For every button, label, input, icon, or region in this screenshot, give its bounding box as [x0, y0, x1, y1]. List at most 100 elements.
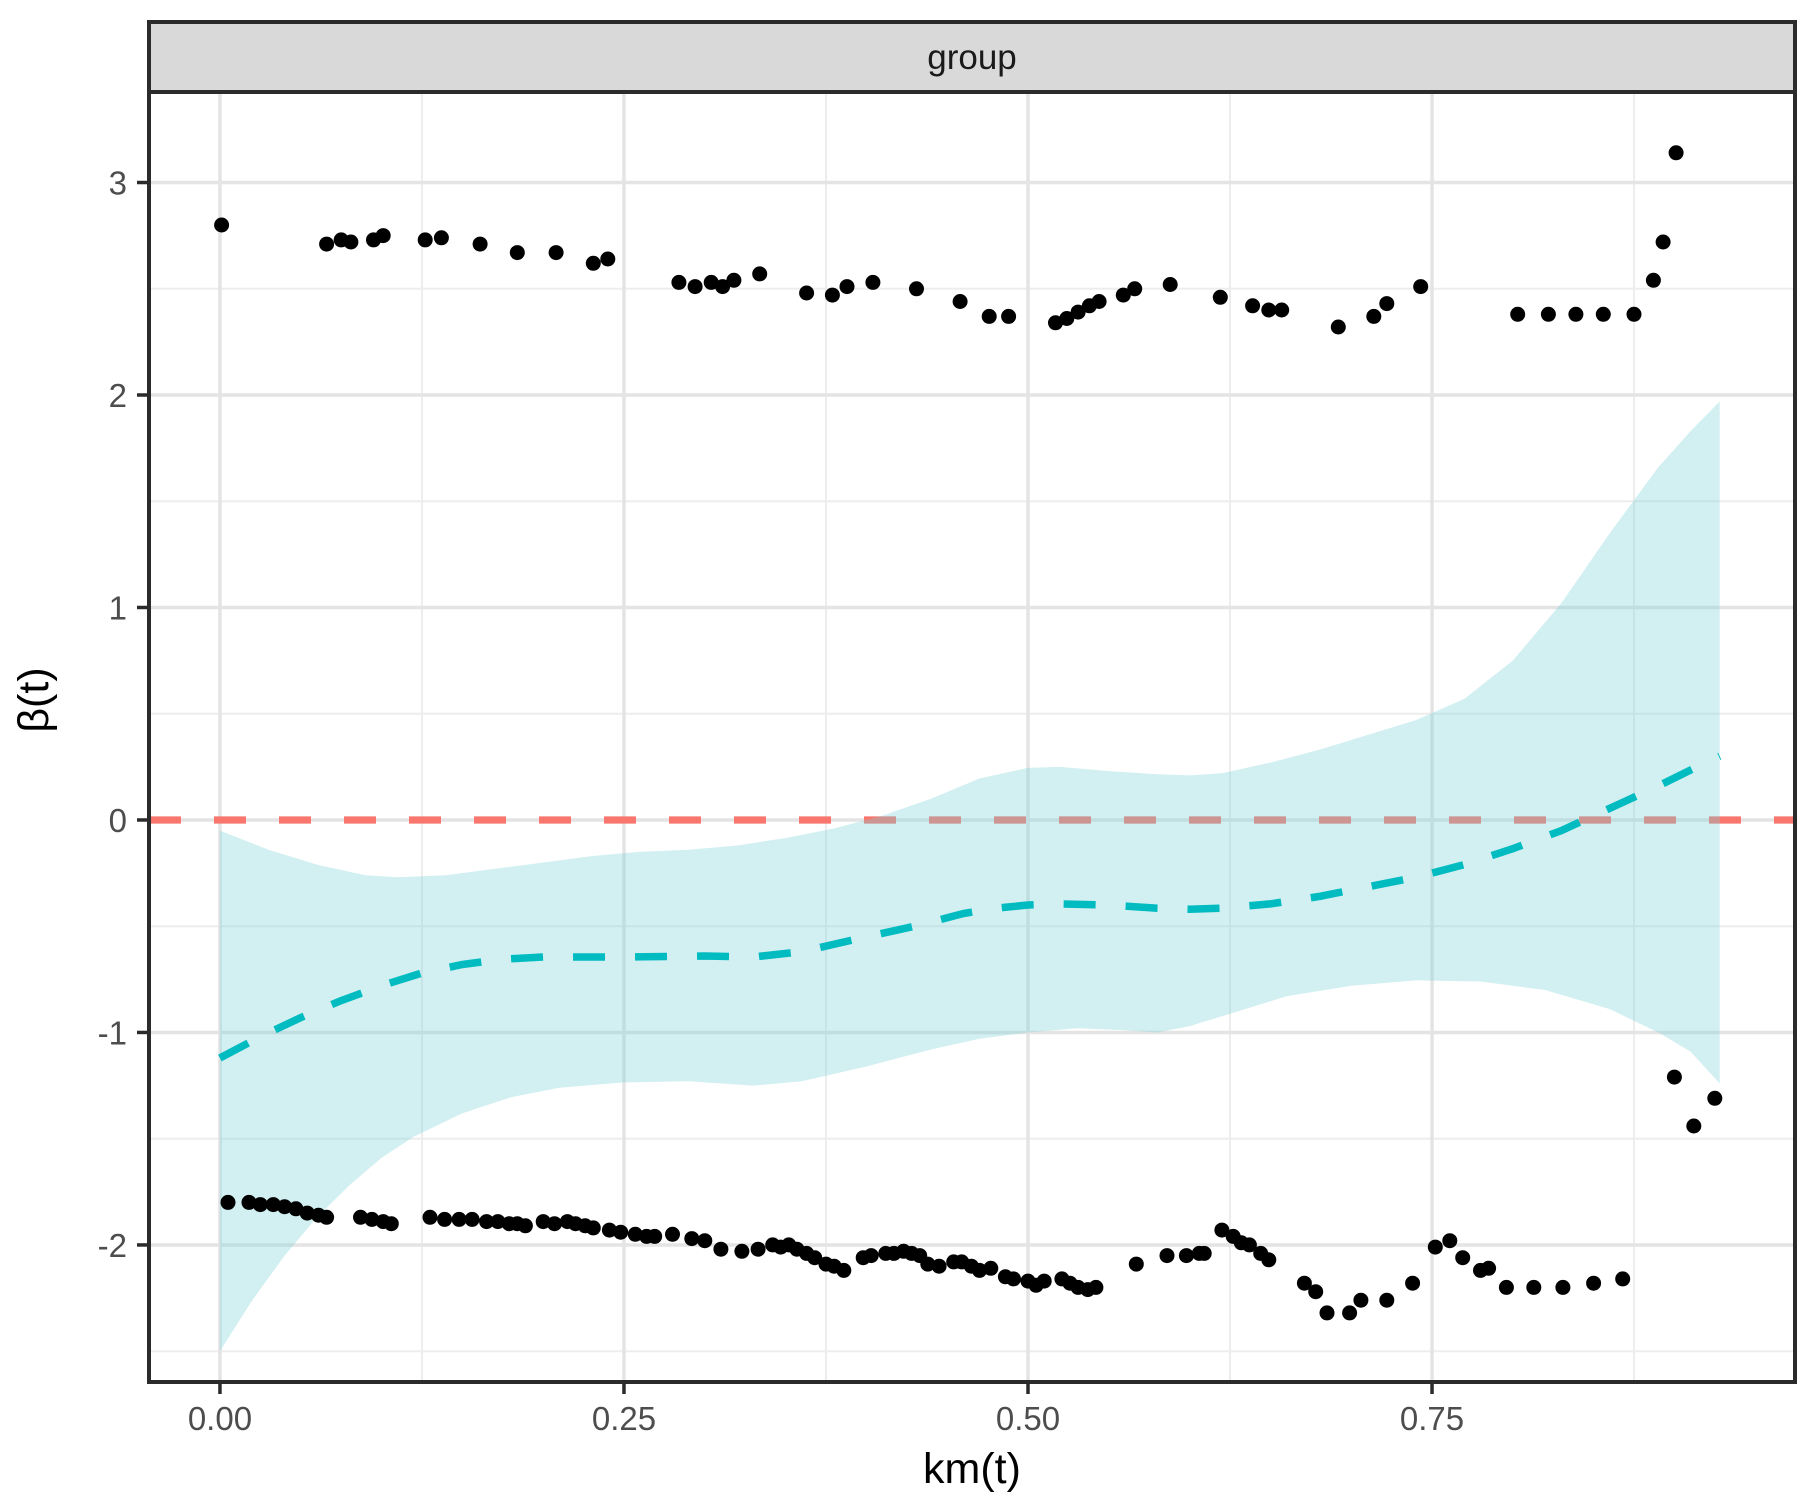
data-point [464, 1211, 480, 1227]
points-upper_band [214, 145, 1684, 335]
points-lower_band [220, 1194, 1631, 1321]
data-point [931, 1258, 947, 1274]
y-axis-title: β(t) [10, 667, 58, 732]
data-point [1405, 1275, 1421, 1291]
data-point [1655, 234, 1671, 250]
data-point [288, 1201, 304, 1217]
data-point [863, 1248, 879, 1264]
data-point [220, 1194, 236, 1210]
data-point [972, 1262, 987, 1278]
data-point [1442, 1233, 1458, 1249]
y-tick-label: 0 [109, 802, 127, 839]
data-point [1586, 1275, 1602, 1291]
data-point [1115, 287, 1131, 303]
gridlines-minor [149, 92, 1795, 1382]
data-point [451, 1211, 467, 1227]
data-point [1455, 1250, 1471, 1266]
data-point [1212, 289, 1228, 305]
data-point [697, 1233, 713, 1249]
data-point [1214, 1222, 1230, 1238]
data-point [1353, 1292, 1369, 1308]
data-point [319, 1209, 335, 1225]
data-point [1686, 1118, 1702, 1134]
data-point [865, 274, 881, 290]
data-point [479, 1214, 495, 1230]
data-point [1261, 302, 1277, 318]
facet-strip [147, 20, 1797, 94]
data-point [364, 1211, 380, 1227]
data-point [807, 1250, 823, 1266]
data-point [1666, 1069, 1682, 1085]
data-point [214, 217, 230, 233]
data-point [1540, 306, 1556, 322]
data-point [1595, 306, 1611, 322]
data-point [1526, 1279, 1542, 1295]
data-point [1568, 306, 1584, 322]
data-point [1379, 296, 1395, 312]
data-point [1048, 315, 1063, 331]
data-point [535, 1214, 551, 1230]
data-point [1241, 1237, 1257, 1253]
data-point [1707, 1090, 1723, 1106]
confidence-band [219, 401, 1720, 1352]
x-tick-label: 0.50 [996, 1400, 1060, 1437]
data-point [1427, 1239, 1443, 1255]
data-point [1159, 1248, 1175, 1264]
data-point [750, 1241, 766, 1257]
data-point [1070, 304, 1086, 320]
y-tick-label: -2 [98, 1227, 127, 1264]
y-tick-label: 1 [109, 589, 127, 626]
data-point [1308, 1284, 1324, 1300]
axis-ticks [137, 180, 1434, 1394]
data-point [1128, 1256, 1144, 1272]
x-tick-label: 0.75 [1400, 1400, 1464, 1437]
data-point [671, 274, 687, 290]
data-point [299, 1205, 315, 1221]
data-point [920, 1256, 936, 1272]
data-point [343, 234, 359, 250]
data-point [713, 1241, 729, 1257]
data-point [687, 279, 703, 295]
points-right_outliers [1666, 1069, 1723, 1134]
data-point [490, 1214, 506, 1230]
scatter-points [214, 145, 1723, 1321]
data-point [1274, 302, 1290, 318]
data-point [585, 255, 601, 271]
data-point [1668, 145, 1684, 161]
y-tick-label: 3 [109, 165, 127, 202]
data-point [1127, 281, 1143, 297]
data-point [277, 1199, 293, 1215]
data-point [836, 1262, 852, 1278]
data-point [1510, 306, 1526, 322]
smooth-line [218, 752, 1722, 1062]
data-point [375, 228, 391, 244]
x-axis-title: km(t) [923, 1445, 1021, 1493]
data-point [433, 230, 449, 246]
data-point [1006, 1271, 1021, 1287]
facet-strip-label: group [927, 38, 1017, 77]
data-point [353, 1209, 368, 1225]
data-point [437, 1211, 453, 1227]
data-point [548, 245, 564, 261]
data-point [1342, 1305, 1358, 1321]
data-point [726, 272, 742, 288]
data-point [472, 236, 488, 252]
data-point [1162, 277, 1178, 292]
panel-background [149, 92, 1795, 1382]
x-tick-label: 0.00 [188, 1400, 252, 1437]
data-point [547, 1216, 562, 1232]
data-point [613, 1224, 629, 1240]
data-point [952, 294, 968, 309]
data-point [417, 232, 433, 248]
data-point [824, 287, 840, 303]
data-point [1645, 272, 1661, 288]
y-tick-label: -1 [98, 1014, 127, 1051]
data-point [799, 285, 815, 301]
data-point [1296, 1275, 1312, 1291]
data-point [1555, 1279, 1571, 1295]
data-point [1366, 308, 1382, 324]
data-point [627, 1226, 643, 1242]
data-point [647, 1228, 663, 1244]
data-point [1330, 319, 1346, 335]
